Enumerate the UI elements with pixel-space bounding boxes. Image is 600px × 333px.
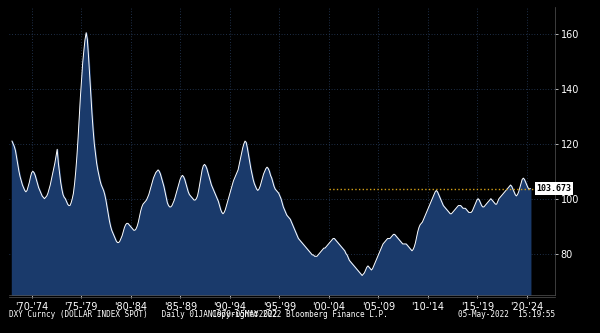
Text: 103.673: 103.673 <box>536 184 571 193</box>
Text: Copyright© 2022 Bloomberg Finance L.P.: Copyright© 2022 Bloomberg Finance L.P. <box>212 310 388 319</box>
Text: DXY Curncy (DOLLAR INDEX SPOT)   Daily 01JAN1970-05MAY2022: DXY Curncy (DOLLAR INDEX SPOT) Daily 01J… <box>9 310 277 319</box>
Text: 05-May-2022  15:19:55: 05-May-2022 15:19:55 <box>458 310 555 319</box>
